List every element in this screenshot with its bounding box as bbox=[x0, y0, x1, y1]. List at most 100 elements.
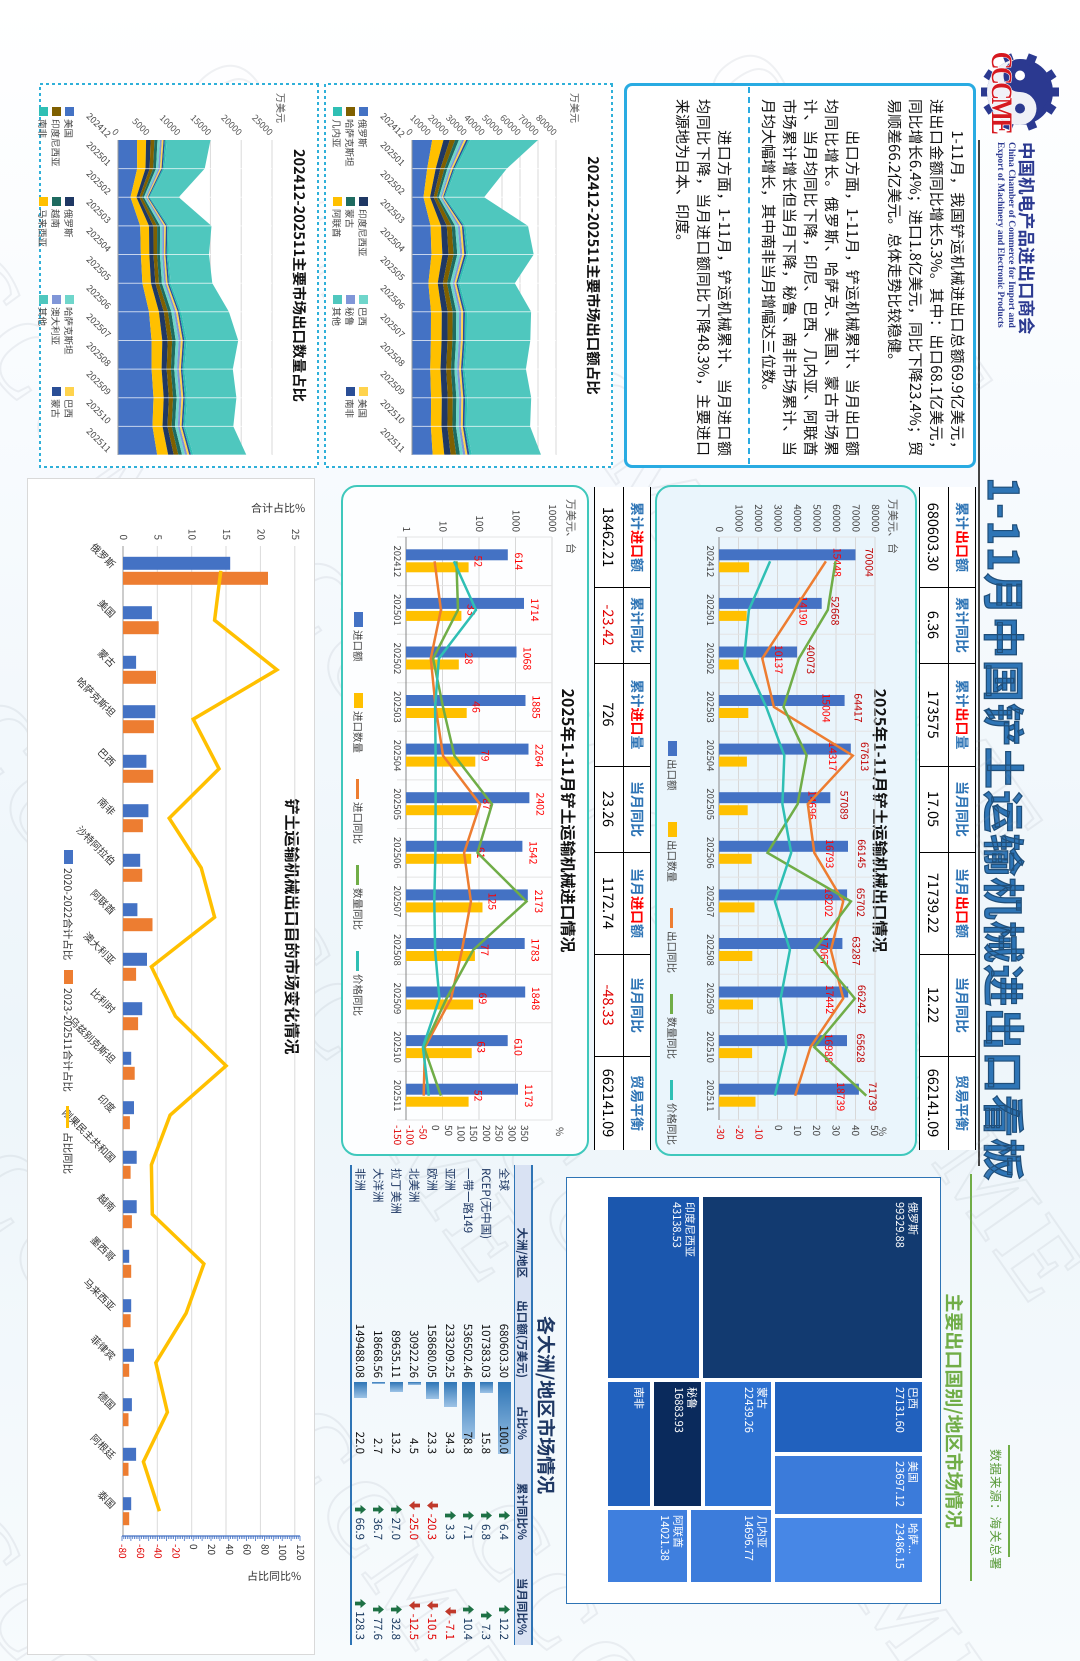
svg-text:沙特阿拉伯: 沙特阿拉伯 bbox=[74, 822, 120, 868]
svg-text:87: 87 bbox=[479, 798, 494, 810]
svg-text:202504: 202504 bbox=[378, 224, 408, 254]
svg-text:100: 100 bbox=[473, 515, 488, 532]
svg-text:40: 40 bbox=[223, 1544, 238, 1556]
svg-text:100: 100 bbox=[276, 1544, 291, 1561]
svg-text:40073: 40073 bbox=[803, 645, 818, 674]
svg-text:墨西哥: 墨西哥 bbox=[88, 1232, 120, 1264]
svg-text:202508: 202508 bbox=[391, 934, 405, 966]
svg-text:15000: 15000 bbox=[188, 111, 215, 138]
svg-text:202511: 202511 bbox=[378, 425, 408, 455]
svg-text:1542: 1542 bbox=[525, 841, 540, 864]
svg-text:67613: 67613 bbox=[857, 742, 872, 771]
svg-text:202510: 202510 bbox=[378, 396, 408, 426]
svg-text:202503: 202503 bbox=[378, 196, 408, 226]
svg-text:哈萨克斯坦: 哈萨克斯坦 bbox=[74, 673, 120, 719]
svg-text:合计占比%: 合计占比% bbox=[251, 500, 305, 516]
svg-text:60000: 60000 bbox=[830, 504, 845, 532]
svg-text:20: 20 bbox=[810, 1125, 825, 1137]
svg-text:70000: 70000 bbox=[850, 504, 865, 532]
svg-text:18739: 18739 bbox=[833, 1082, 848, 1111]
svg-text:66242: 66242 bbox=[854, 985, 869, 1014]
svg-text:-150: -150 bbox=[391, 1125, 406, 1146]
svg-text:202509: 202509 bbox=[378, 367, 408, 397]
svg-text:202508: 202508 bbox=[84, 339, 114, 369]
svg-text:-100: -100 bbox=[404, 1125, 419, 1146]
svg-text:南非: 南非 bbox=[95, 794, 120, 819]
svg-text:610: 610 bbox=[511, 1038, 526, 1056]
svg-text:0: 0 bbox=[713, 526, 728, 532]
svg-text:202505: 202505 bbox=[704, 788, 718, 820]
svg-text:17442: 17442 bbox=[822, 985, 837, 1014]
svg-text:25: 25 bbox=[289, 529, 304, 541]
svg-text:202507: 202507 bbox=[704, 886, 718, 918]
svg-text:250: 250 bbox=[493, 1125, 508, 1142]
svg-text:50: 50 bbox=[442, 1125, 457, 1137]
svg-text:80: 80 bbox=[258, 1544, 273, 1556]
svg-text:202501: 202501 bbox=[84, 138, 114, 168]
svg-text:202412: 202412 bbox=[84, 110, 114, 140]
svg-text:46: 46 bbox=[469, 701, 484, 713]
svg-text:200: 200 bbox=[480, 1125, 495, 1142]
svg-text:0: 0 bbox=[772, 1125, 787, 1131]
svg-text:300: 300 bbox=[505, 1125, 520, 1142]
svg-text:美国: 美国 bbox=[95, 596, 120, 621]
svg-text:202505: 202505 bbox=[84, 253, 114, 283]
svg-text:0: 0 bbox=[187, 1544, 202, 1550]
svg-text:泰国: 泰国 bbox=[95, 1487, 120, 1512]
svg-text:77: 77 bbox=[477, 944, 492, 956]
svg-text:1068: 1068 bbox=[520, 647, 535, 670]
svg-text:-60: -60 bbox=[134, 1544, 149, 1559]
svg-text:25000: 25000 bbox=[249, 111, 276, 138]
svg-text:30000: 30000 bbox=[772, 504, 787, 532]
svg-text:202510: 202510 bbox=[391, 1031, 405, 1063]
svg-text:202511: 202511 bbox=[704, 1080, 718, 1112]
svg-text:40000: 40000 bbox=[791, 504, 806, 532]
svg-text:阿联酋: 阿联酋 bbox=[88, 886, 120, 918]
svg-text:60: 60 bbox=[241, 1544, 256, 1556]
svg-text:20000: 20000 bbox=[752, 504, 767, 532]
svg-text:202509: 202509 bbox=[84, 367, 114, 397]
svg-text:40: 40 bbox=[849, 1125, 864, 1137]
svg-text:20000: 20000 bbox=[218, 111, 245, 138]
svg-text:202412: 202412 bbox=[704, 545, 718, 577]
svg-text:65628: 65628 bbox=[853, 1034, 868, 1063]
svg-text:-80: -80 bbox=[116, 1544, 131, 1559]
svg-text:202509: 202509 bbox=[704, 983, 718, 1015]
svg-text:5: 5 bbox=[151, 534, 166, 540]
svg-text:20: 20 bbox=[254, 529, 269, 541]
svg-text:50000: 50000 bbox=[811, 504, 826, 532]
svg-text:10000: 10000 bbox=[733, 504, 748, 532]
svg-text:202502: 202502 bbox=[391, 643, 405, 675]
svg-text:CCCME: CCCME bbox=[985, 52, 1018, 134]
svg-text:202503: 202503 bbox=[704, 691, 718, 723]
svg-text:1885: 1885 bbox=[529, 695, 544, 718]
svg-text:-40: -40 bbox=[152, 1544, 167, 1559]
svg-text:65702: 65702 bbox=[853, 888, 868, 917]
svg-text:20: 20 bbox=[205, 1544, 220, 1556]
svg-text:202506: 202506 bbox=[391, 837, 405, 869]
svg-text:202504: 202504 bbox=[391, 740, 405, 772]
svg-text:10: 10 bbox=[791, 1125, 806, 1137]
svg-text:202501: 202501 bbox=[391, 594, 405, 626]
svg-text:蒙古: 蒙古 bbox=[95, 645, 120, 670]
svg-text:52: 52 bbox=[471, 1090, 486, 1102]
svg-text:202506: 202506 bbox=[84, 282, 114, 312]
svg-text:16793: 16793 bbox=[822, 839, 837, 868]
svg-text:1783: 1783 bbox=[528, 938, 543, 961]
svg-text:15004: 15004 bbox=[819, 693, 834, 722]
svg-text:202508: 202508 bbox=[704, 934, 718, 966]
svg-text:1173: 1173 bbox=[521, 1084, 536, 1107]
svg-text:10137: 10137 bbox=[771, 645, 786, 674]
svg-text:2402: 2402 bbox=[532, 793, 547, 816]
svg-text:202502: 202502 bbox=[378, 167, 408, 197]
svg-text:0: 0 bbox=[429, 1125, 444, 1131]
svg-text:202507: 202507 bbox=[378, 310, 408, 340]
svg-text:巴西: 巴西 bbox=[95, 744, 120, 769]
svg-text:71739: 71739 bbox=[865, 1082, 880, 1111]
svg-text:70004: 70004 bbox=[862, 548, 877, 577]
svg-text:150: 150 bbox=[467, 1125, 482, 1142]
svg-text:202412: 202412 bbox=[391, 545, 405, 577]
svg-text:202511: 202511 bbox=[391, 1080, 405, 1112]
svg-text:俄罗斯: 俄罗斯 bbox=[88, 539, 120, 571]
svg-text:30: 30 bbox=[830, 1125, 845, 1137]
